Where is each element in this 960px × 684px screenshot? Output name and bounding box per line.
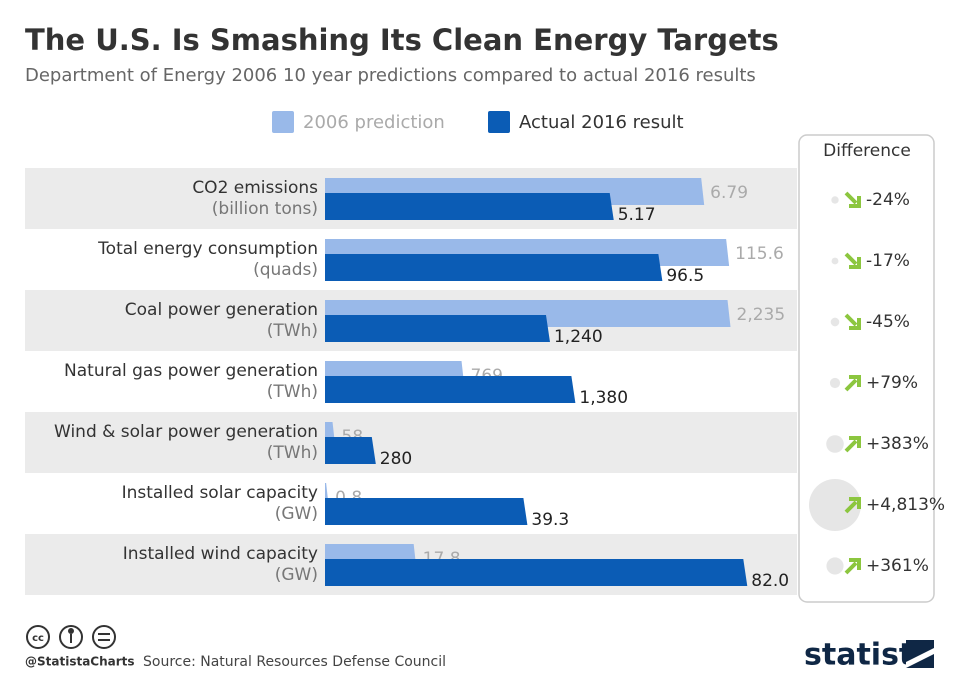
difference-bubble [809, 479, 861, 531]
difference-bubble [826, 435, 844, 453]
unit-label: (TWh) [267, 382, 318, 402]
difference-bubble [831, 196, 839, 204]
bar-actual [325, 315, 550, 342]
difference-title: Difference [823, 141, 911, 161]
chart-title: The U.S. Is Smashing Its Clean Energy Ta… [25, 23, 779, 57]
difference-arrow [844, 252, 861, 269]
bar-actual [325, 254, 663, 281]
value-label-actual: 1,380 [579, 388, 628, 408]
difference-arrow [844, 436, 861, 453]
category-label: Total energy consumption [97, 239, 318, 259]
category-label: CO2 emissions [192, 178, 318, 198]
difference-bubble [830, 317, 840, 327]
unit-label: (quads) [253, 260, 318, 280]
value-label-prediction: 2,235 [737, 305, 786, 325]
bar-actual [325, 376, 576, 403]
difference-label: -45% [866, 312, 910, 332]
value-label-actual: 96.5 [666, 266, 704, 286]
value-label-actual: 5.17 [618, 205, 656, 225]
difference-arrow [844, 558, 861, 575]
unit-label: (billion tons) [212, 199, 318, 219]
category-label: Installed solar capacity [122, 483, 318, 503]
legend-label: Actual 2016 result [519, 112, 684, 133]
category-label: Coal power generation [125, 300, 318, 320]
source: Source: Natural Resources Defense Counci… [143, 654, 446, 670]
difference-arrow [844, 313, 861, 330]
legend-label: 2006 prediction [303, 112, 445, 133]
value-label-prediction: 6.79 [710, 183, 748, 203]
difference-arrow [844, 497, 861, 514]
legend-swatch [272, 111, 294, 133]
difference-label: +4,813% [866, 495, 945, 515]
row-band [25, 412, 797, 473]
unit-label: (GW) [275, 504, 318, 524]
category-label: Natural gas power generation [64, 361, 318, 381]
value-label-actual: 1,240 [554, 327, 603, 347]
cc-icon-text: cc [32, 633, 44, 644]
bar-actual [325, 193, 614, 220]
difference-label: +361% [866, 556, 929, 576]
bar-actual [325, 559, 748, 586]
unit-label: (TWh) [267, 321, 318, 341]
handle: @StatistaCharts [25, 655, 135, 669]
category-label: Installed wind capacity [123, 544, 318, 564]
difference-bubble [831, 257, 839, 265]
difference-arrow [844, 375, 861, 392]
unit-label: (GW) [275, 565, 318, 585]
value-label-prediction: 115.6 [735, 244, 784, 264]
category-label: Wind & solar power generation [54, 422, 318, 442]
difference-label: +79% [866, 373, 918, 393]
bar-actual [325, 437, 376, 464]
unit-label: (TWh) [267, 443, 318, 463]
chart-subtitle: Department of Energy 2006 10 year predic… [25, 65, 756, 86]
value-label-actual: 39.3 [531, 510, 569, 530]
difference-label: -17% [866, 251, 910, 271]
difference-bubble [829, 377, 841, 389]
value-label-actual: 82.0 [751, 571, 789, 591]
difference-bubble [826, 557, 844, 575]
difference-label: -24% [866, 190, 910, 210]
license-icons [26, 625, 116, 649]
brand-mark [906, 640, 934, 668]
value-label-actual: 280 [380, 449, 412, 469]
legend-swatch [488, 111, 510, 133]
difference-arrow [844, 191, 861, 208]
difference-label: +383% [866, 434, 929, 454]
bar-actual [325, 498, 528, 525]
